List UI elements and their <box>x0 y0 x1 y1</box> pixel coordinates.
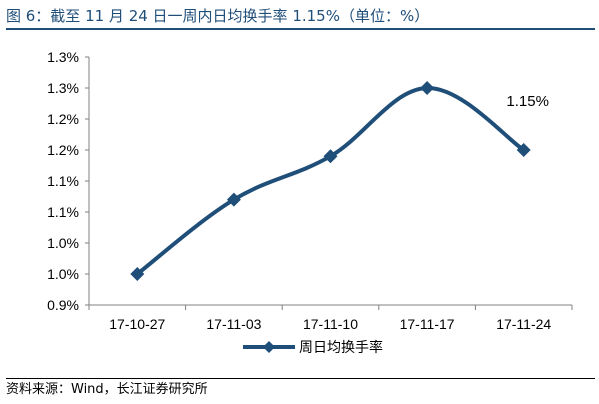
y-axis: 1.3% 1.3% 1.2% 1.2% 1.1% 1.1% 1.0% 1.0% 0.9% <box>47 49 90 313</box>
x-tick-label: 17-10-27 <box>109 316 165 332</box>
y-tick-label: 1.1% <box>47 204 79 220</box>
y-tick-label: 1.3% <box>47 49 79 65</box>
line-chart: 1.3% 1.3% 1.2% 1.2% 1.1% 1.1% 1.0% 1.0% 0.9% 17-… <box>47 49 573 356</box>
x-tick-label: 17-11-03 <box>206 316 261 332</box>
series-group <box>130 81 531 281</box>
legend: 周日均换手率 <box>243 339 383 356</box>
y-tick-label: 0.9% <box>47 297 79 313</box>
y-tick-label: 1.2% <box>47 111 79 127</box>
series-line <box>135 85 526 276</box>
x-axis: 17-10-27 17-11-03 17-11-10 17-11-17 17-11-24 <box>88 304 573 332</box>
chart-title: 图 6：截至 11 月 24 日一周内日均换手率 1.15%（单位：%） <box>6 4 595 30</box>
source-divider <box>6 378 595 379</box>
y-tick-label: 1.2% <box>47 142 79 158</box>
x-tick-label: 17-11-10 <box>303 316 358 332</box>
data-point-marker <box>516 143 531 157</box>
data-label: 1.15% <box>506 93 549 110</box>
y-tick-label: 1.3% <box>47 80 79 96</box>
source-note: 资料来源：Wind，长江证券研究所 <box>6 382 208 397</box>
y-tick-label: 1.0% <box>47 235 79 251</box>
data-labels: 1.15% <box>506 93 549 110</box>
y-tick-label: 1.0% <box>47 266 79 282</box>
x-tick-label: 17-11-17 <box>400 316 455 332</box>
data-point-marker <box>323 149 338 164</box>
legend-marker <box>263 341 275 353</box>
data-point-marker <box>420 81 435 95</box>
x-tick-label: 17-11-24 <box>496 316 551 332</box>
data-point-marker <box>226 192 241 207</box>
y-tick-label: 1.1% <box>47 173 79 189</box>
legend-label: 周日均换手率 <box>299 339 383 356</box>
data-point-marker <box>130 267 145 281</box>
